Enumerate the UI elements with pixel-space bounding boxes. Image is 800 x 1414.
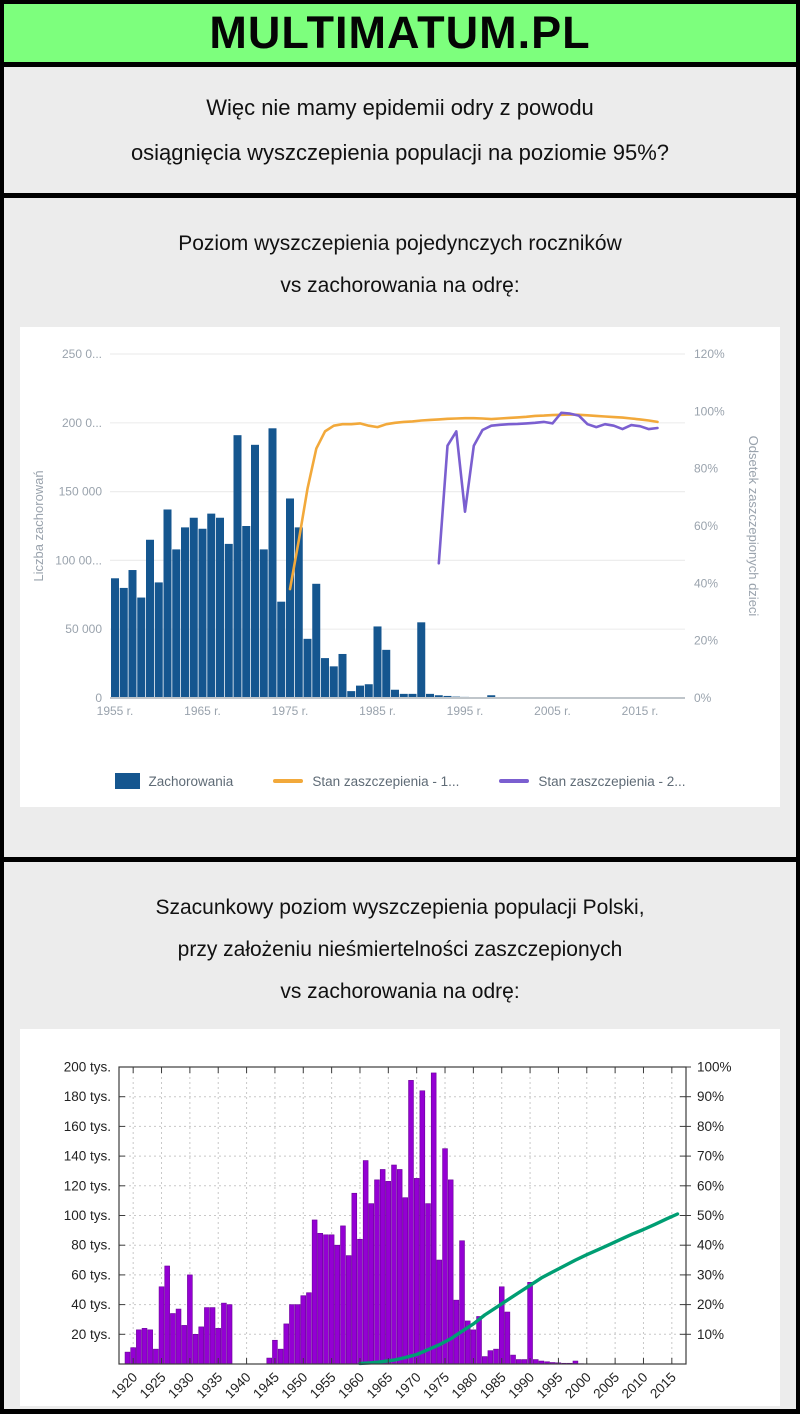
chart2-section: Szacunkowy poziom wyszczepienia populacj… — [4, 887, 796, 1409]
legend-label-zachorowania: Zachorowania — [148, 773, 234, 789]
chart1-title-line-2: vs zachorowania na odrę: — [280, 274, 520, 297]
szczepienia-1-swatch — [273, 779, 304, 783]
svg-text:Liczba zachorowań: Liczba zachorowań — [31, 470, 46, 581]
svg-text:2005: 2005 — [590, 1370, 622, 1402]
svg-text:120 tys.: 120 tys. — [64, 1178, 111, 1193]
zachorowania-swatch — [114, 773, 140, 789]
svg-text:80 tys.: 80 tys. — [71, 1238, 111, 1253]
svg-text:70%: 70% — [697, 1149, 724, 1164]
svg-text:2000: 2000 — [562, 1370, 594, 1402]
svg-text:1990: 1990 — [505, 1370, 537, 1402]
svg-text:50%: 50% — [697, 1208, 724, 1223]
svg-text:250 0...: 250 0... — [62, 347, 102, 361]
svg-text:1920: 1920 — [108, 1370, 140, 1402]
svg-text:30%: 30% — [697, 1267, 724, 1282]
svg-text:20%: 20% — [694, 634, 718, 648]
svg-text:1985 r.: 1985 r. — [359, 704, 396, 718]
chart1-section-title: Poziom wyszczepienia pojedynczych roczni… — [4, 223, 796, 307]
svg-text:40%: 40% — [697, 1238, 724, 1253]
question-section: Więc nie mamy epidemii odry z powodu osi… — [4, 67, 796, 198]
legend-item-szczepienia-1: Stan zaszczepienia - 1... — [273, 774, 459, 789]
svg-text:1970: 1970 — [392, 1370, 424, 1402]
site-header: MULTIMATUM.PL — [4, 4, 796, 67]
chart2-title-line-2: przy założeniu nieśmiertelności zaszczep… — [177, 938, 623, 961]
chart1-canvas: 0 50 000 100 00... 150 000 200 0... 250 0... 0… — [31, 347, 761, 718]
svg-text:1975 r.: 1975 r. — [272, 704, 309, 718]
svg-text:1980: 1980 — [449, 1370, 481, 1402]
svg-text:60%: 60% — [694, 519, 718, 533]
chart1-card: 0 50 000 100 00... 150 000 200 0... 250 0... 0… — [20, 327, 780, 807]
svg-text:1935: 1935 — [193, 1370, 225, 1402]
svg-text:40%: 40% — [694, 576, 718, 590]
svg-text:100 00...: 100 00... — [55, 553, 102, 567]
svg-text:60%: 60% — [697, 1178, 724, 1193]
svg-text:0%: 0% — [694, 691, 712, 705]
svg-text:10%: 10% — [697, 1327, 724, 1342]
svg-text:120%: 120% — [694, 347, 725, 361]
svg-text:2010: 2010 — [619, 1370, 651, 1402]
svg-text:150 000: 150 000 — [59, 485, 103, 499]
svg-text:1925: 1925 — [137, 1370, 169, 1402]
svg-text:90%: 90% — [697, 1089, 724, 1104]
svg-text:180 tys.: 180 tys. — [64, 1089, 111, 1104]
svg-text:1965: 1965 — [364, 1370, 396, 1402]
svg-text:100%: 100% — [694, 404, 725, 418]
svg-text:1945: 1945 — [250, 1370, 282, 1402]
svg-text:100%: 100% — [697, 1060, 732, 1075]
svg-text:1995: 1995 — [534, 1370, 566, 1402]
svg-text:2005 r.: 2005 r. — [534, 704, 571, 718]
chart2-title-line-3: vs zachorowania na odrę: — [280, 980, 520, 1003]
chart2-canvas: 20 tys. 40 tys. 60 tys. 80 tys. 100 tys. 120 … — [64, 1060, 732, 1402]
legend-label-szczepienia-1: Stan zaszczepienia - 1... — [312, 773, 460, 789]
svg-text:20 tys.: 20 tys. — [71, 1327, 111, 1342]
legend-item-zachorowania: Zachorowania — [114, 773, 234, 789]
svg-text:1940: 1940 — [222, 1370, 254, 1402]
chart2-section-title: Szacunkowy poziom wyszczepienia populacj… — [4, 887, 796, 1013]
svg-text:1975: 1975 — [420, 1370, 452, 1402]
svg-text:2015 r.: 2015 r. — [622, 704, 659, 718]
svg-text:Odsetek zaszczepionych dzieci: Odsetek zaszczepionych dzieci — [746, 436, 761, 617]
svg-text:1985: 1985 — [477, 1370, 509, 1402]
svg-text:2015: 2015 — [647, 1370, 679, 1402]
svg-text:20%: 20% — [697, 1297, 724, 1312]
question-line-2: osiągnięcia wyszczepienia populacji na p… — [130, 139, 670, 165]
chart1-section: Poziom wyszczepienia pojedynczych roczni… — [4, 223, 796, 862]
svg-text:160 tys.: 160 tys. — [64, 1119, 111, 1134]
legend-label-szczepienia-2: Stan zaszczepienia - 2... — [538, 773, 686, 789]
chart1-title-line-1: Poziom wyszczepienia pojedynczych roczni… — [178, 232, 622, 255]
svg-text:0: 0 — [95, 691, 102, 705]
szczepienia-2-swatch — [499, 779, 530, 783]
svg-text:1950: 1950 — [279, 1370, 311, 1402]
svg-text:80%: 80% — [694, 462, 718, 476]
svg-text:50 000: 50 000 — [65, 622, 102, 636]
svg-text:140 tys.: 140 tys. — [64, 1149, 111, 1164]
chart1-legend: Zachorowania Stan zaszczepienia - 1... S… — [20, 773, 780, 789]
svg-text:80%: 80% — [697, 1119, 724, 1134]
svg-text:1965 r.: 1965 r. — [184, 704, 221, 718]
svg-text:200 tys.: 200 tys. — [64, 1060, 111, 1075]
chart2-title-line-1: Szacunkowy poziom wyszczepienia populacj… — [155, 896, 645, 919]
svg-text:40 tys.: 40 tys. — [71, 1297, 111, 1312]
question-line-1: Więc nie mamy epidemii odry z powodu — [206, 94, 594, 120]
svg-text:60 tys.: 60 tys. — [71, 1267, 111, 1282]
legend-item-szczepienia-2: Stan zaszczepienia - 2... — [499, 774, 685, 789]
svg-text:1955 r.: 1955 r. — [97, 704, 134, 718]
svg-text:1955: 1955 — [307, 1370, 339, 1402]
svg-text:100 tys.: 100 tys. — [64, 1208, 111, 1223]
svg-text:1960: 1960 — [335, 1370, 367, 1402]
svg-text:200 0...: 200 0... — [62, 416, 102, 430]
svg-text:1995 r.: 1995 r. — [447, 704, 484, 718]
chart2-card: 20 tys. 40 tys. 60 tys. 80 tys. 100 tys. 120 … — [20, 1029, 780, 1406]
site-title: MULTIMATUM.PL — [209, 7, 591, 58]
svg-text:1930: 1930 — [165, 1370, 197, 1402]
